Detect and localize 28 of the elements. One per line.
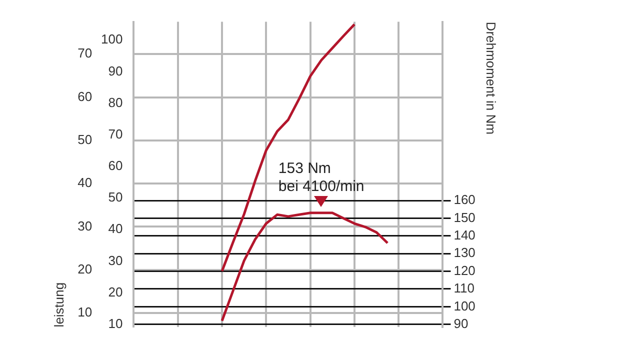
y-tick-label: 10 [78, 304, 92, 320]
y2-axis-title: Drehmoment in Nm [484, 22, 499, 135]
y2-tick-label: 110 [454, 280, 474, 296]
y-tick-label: 60 [78, 88, 92, 104]
y-tick-label: 30 [78, 218, 92, 234]
y3-tick-label: 40 [108, 221, 123, 236]
y2-tick-label: 140 [454, 227, 476, 242]
y2-tick-label: 130 [454, 245, 476, 260]
y3-tick-label: 20 [108, 284, 123, 300]
y3-tick-label: 80 [108, 94, 123, 110]
y-tick-label: 50 [78, 132, 92, 147]
y2-tick-label: 100 [454, 298, 476, 314]
y3-tick-label: 100 [101, 32, 123, 47]
y3-tick-label: 30 [108, 252, 123, 268]
y3-tick-label: 70 [108, 126, 123, 142]
y3-tick-label: 90 [108, 63, 123, 78]
y3-tick-label: 60 [108, 158, 123, 174]
annotation: 153 Nm bei 4100/min [278, 160, 364, 195]
y-tick-label: 20 [78, 261, 92, 276]
y2-tick-label: 150 [454, 210, 476, 225]
y-tick-label: 70 [78, 46, 92, 61]
y2-tick-label: 120 [454, 262, 476, 278]
y3-tick-label: 50 [108, 190, 123, 205]
y3-tick-label: 10 [108, 316, 123, 331]
y2-tick-label: 90 [454, 316, 468, 331]
y2-tick-label: 160 [454, 192, 476, 208]
y-axis-title: leistung [51, 282, 66, 328]
y-tick-label: 40 [78, 175, 92, 190]
